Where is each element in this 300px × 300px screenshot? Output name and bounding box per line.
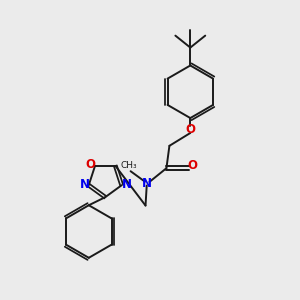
- Text: O: O: [85, 158, 95, 172]
- Text: CH₃: CH₃: [121, 161, 137, 170]
- Text: N: N: [122, 178, 131, 191]
- Text: O: O: [185, 123, 195, 136]
- Text: N: N: [80, 178, 90, 191]
- Text: O: O: [188, 159, 197, 172]
- Text: N: N: [142, 177, 152, 190]
